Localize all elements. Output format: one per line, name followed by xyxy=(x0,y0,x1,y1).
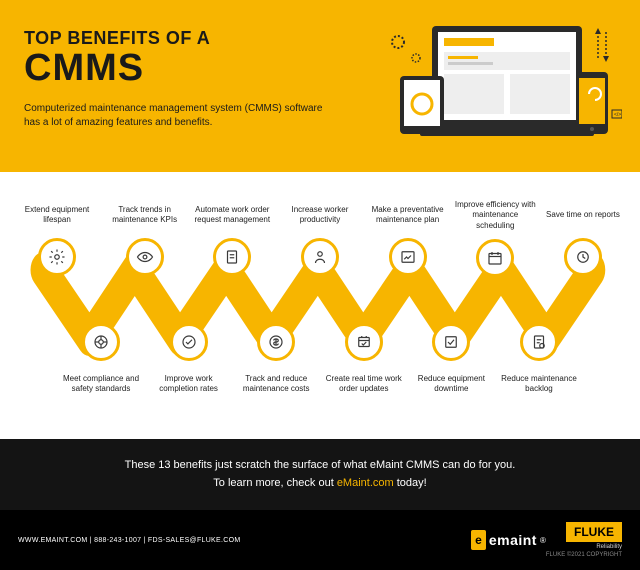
benefit-label: Save time on reports xyxy=(542,200,624,230)
footer: WWW.EMAINT.COM | 888-243-1007 | FDS-SALE… xyxy=(0,510,640,570)
fluke-logo: FLUKE xyxy=(566,522,622,542)
chart-icon xyxy=(389,238,427,276)
benefits-section: Extend equipment lifespan Track trends i… xyxy=(0,172,640,439)
benefit-item: Extend equipment lifespan xyxy=(16,200,98,277)
benefit-label: Increase worker productivity xyxy=(279,200,361,230)
benefit-item: Create real time work order updates xyxy=(321,315,407,399)
benefit-label: Reduce equipment downtime xyxy=(408,369,494,399)
benefit-item: Automate work order request management xyxy=(191,200,273,277)
calendar-icon xyxy=(476,239,514,277)
fluke-copyright: FLUKE ©2021 COPYRIGHT xyxy=(546,552,622,558)
benefit-item: Improve work completion rates xyxy=(146,315,232,399)
document-icon xyxy=(213,238,251,276)
emaint-logo: e emaint ® xyxy=(471,530,546,550)
benefit-label: Improve work completion rates xyxy=(146,369,232,399)
benefit-item: Save time on reports xyxy=(542,200,624,277)
fluke-sub: Reliability xyxy=(546,544,622,550)
header: TOP BENEFITS OF A CMMS Computerized main… xyxy=(0,0,640,172)
benefit-item: Reduce equipment downtime xyxy=(408,315,494,399)
benefit-label: Make a preventative maintenance plan xyxy=(367,200,449,230)
benefit-label: Track trends in maintenance KPIs xyxy=(104,200,186,230)
fluke-block: FLUKE Reliability FLUKE ©2021 COPYRIGHT xyxy=(546,522,622,558)
benefit-item: Track and reduce maintenance costs xyxy=(233,315,319,399)
benefit-label: Reduce maintenance backlog xyxy=(496,369,582,399)
subtitle: Computerized maintenance management syst… xyxy=(24,102,324,130)
backlog-icon xyxy=(520,323,558,361)
benefits-row-top: Extend equipment lifespan Track trends i… xyxy=(16,200,624,277)
cta-line1: These 13 benefits just scratch the surfa… xyxy=(20,457,620,475)
eye-icon xyxy=(126,238,164,276)
worker-icon xyxy=(301,238,339,276)
cta-line2: To learn more, check out eMaint.com toda… xyxy=(20,475,620,493)
benefit-item: Make a preventative maintenance plan xyxy=(367,200,449,277)
benefit-label: Track and reduce maintenance costs xyxy=(233,369,319,399)
update-icon xyxy=(345,323,383,361)
cta-bar: These 13 benefits just scratch the surfa… xyxy=(0,439,640,510)
cta-link[interactable]: eMaint.com xyxy=(337,477,394,489)
lifebuoy-icon xyxy=(82,323,120,361)
benefit-item: Track trends in maintenance KPIs xyxy=(104,200,186,277)
devices-illustration: </> xyxy=(362,14,622,164)
benefit-label: Automate work order request management xyxy=(191,200,273,230)
benefit-label: Improve efficiency with maintenance sche… xyxy=(454,200,536,231)
gear-icon xyxy=(38,238,76,276)
downtime-icon xyxy=(432,323,470,361)
footer-info: WWW.EMAINT.COM | 888-243-1007 | FDS-SALE… xyxy=(18,537,471,544)
benefit-item: Reduce maintenance backlog xyxy=(496,315,582,399)
logo-text: emaint xyxy=(489,532,537,548)
benefit-item: Improve efficiency with maintenance sche… xyxy=(454,200,536,277)
benefit-label: Create real time work order updates xyxy=(321,369,407,399)
benefit-item: Meet compliance and safety standards xyxy=(58,315,144,399)
logo-mark: e xyxy=(471,530,486,550)
benefit-label: Extend equipment lifespan xyxy=(16,200,98,230)
benefit-item: Increase worker productivity xyxy=(279,200,361,277)
check-icon xyxy=(170,323,208,361)
clock-icon xyxy=(564,238,602,276)
benefit-label: Meet compliance and safety standards xyxy=(58,369,144,399)
svg-text:</>: </> xyxy=(614,112,621,118)
benefits-row-bottom: Meet compliance and safety standards Imp… xyxy=(16,315,624,399)
cost-icon xyxy=(257,323,295,361)
